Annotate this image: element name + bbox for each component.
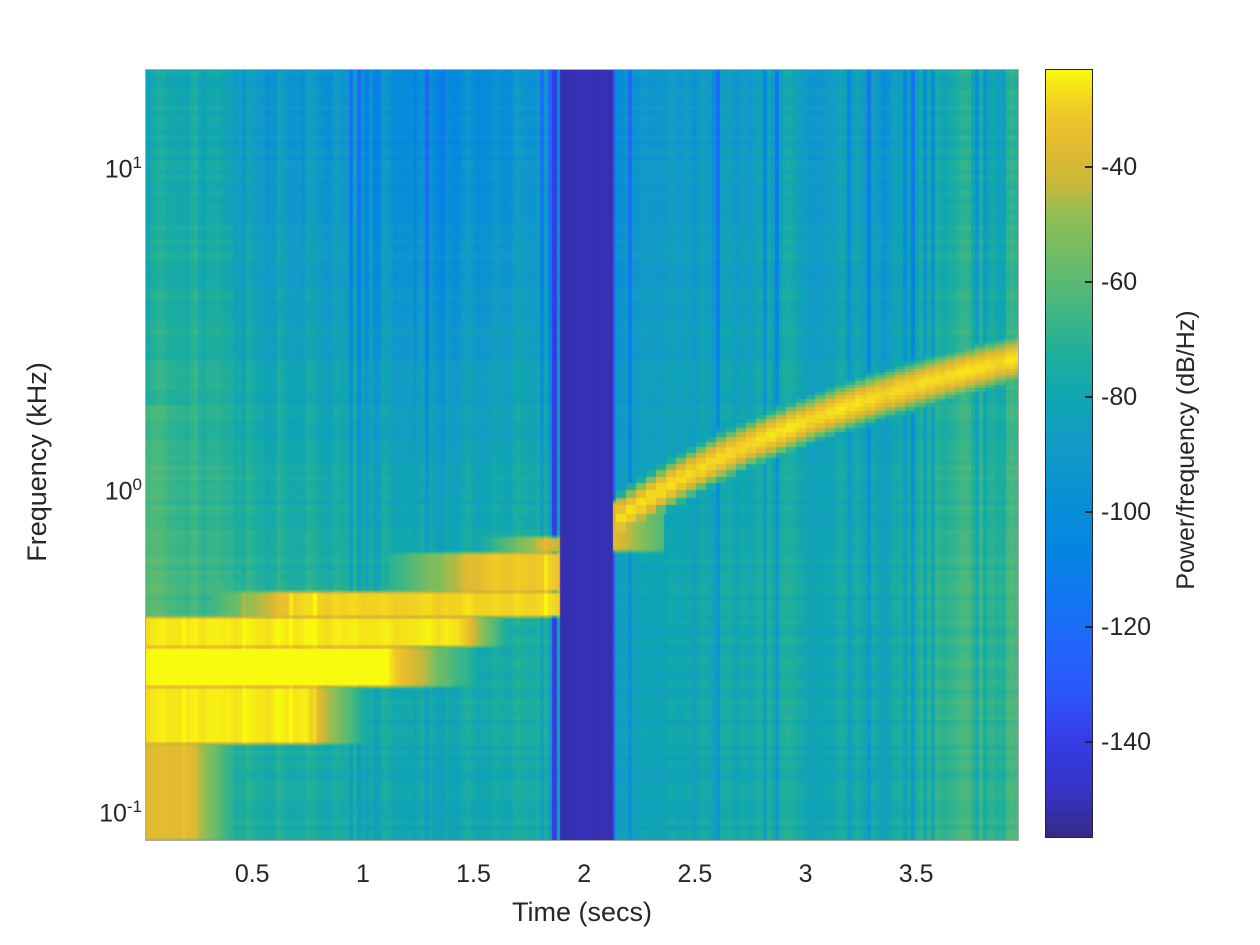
x-tick-label: 3.5 [898, 860, 934, 888]
colorbar-tick-mark [1085, 395, 1092, 398]
colorbar [1045, 69, 1093, 838]
spectrogram-canvas [146, 70, 1018, 840]
colorbar-tick-mark [1085, 165, 1092, 168]
colorbar-tick-mark [1085, 740, 1092, 743]
colorbar-label: Power/frequency (dB/Hz) [1172, 310, 1200, 590]
plot-area [145, 69, 1019, 841]
colorbar-canvas [1046, 70, 1092, 837]
colorbar-tick-mark [1085, 510, 1092, 513]
x-tick-label: 1 [355, 860, 370, 888]
colorbar-tick-label: -80 [1101, 382, 1138, 411]
colorbar-tick-label: -120 [1101, 612, 1152, 641]
colorbar-tick-label: -60 [1101, 267, 1138, 296]
y-axis-label: Frequency (kHz) [22, 362, 52, 562]
x-tick-label: 3 [798, 860, 813, 888]
colorbar-tick-label: -140 [1101, 727, 1152, 756]
y-tick-label: 101 [104, 152, 142, 184]
x-axis-label: Time (secs) [512, 897, 652, 927]
x-tick-label: 2.5 [677, 860, 713, 888]
x-tick-label: 0.5 [234, 860, 270, 888]
colorbar-tick-mark [1085, 280, 1092, 283]
y-tick-label: 100 [104, 474, 142, 506]
colorbar-tick-label: -40 [1101, 152, 1138, 181]
x-tick-label: 2 [577, 860, 592, 888]
y-tick-label: 10-1 [99, 796, 142, 828]
colorbar-tick-mark [1085, 625, 1092, 628]
x-tick-label: 1.5 [456, 860, 491, 888]
colorbar-tick-label: -100 [1101, 497, 1152, 526]
